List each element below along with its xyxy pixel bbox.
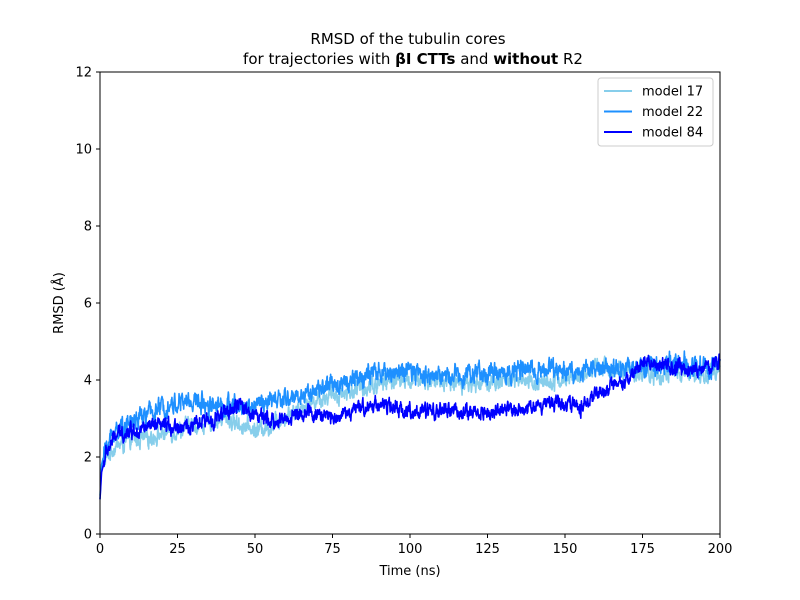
x-tick-label: 175: [630, 542, 655, 557]
series-line-model-22: [99, 350, 721, 496]
x-tick-label: 100: [398, 542, 423, 557]
x-axis-ticks: 0 25 50 75 100 125 150 175 200: [96, 534, 733, 557]
x-tick-label: 125: [475, 542, 500, 557]
legend-label-model-22: model 22: [642, 105, 703, 120]
chart-title-line2: for trajectories with βI CTTs and withou…: [243, 50, 583, 68]
y-tick-label: 4: [84, 374, 92, 389]
x-axis-label: Time (ns): [378, 564, 440, 579]
series-layer: [99, 350, 721, 500]
y-axis-label: RMSD (Å): [51, 272, 67, 334]
x-tick-label: 200: [708, 542, 733, 557]
y-axis-ticks: 0 2 4 6 8 10 12: [75, 66, 100, 543]
legend-label-model-17: model 17: [642, 85, 703, 100]
title-part2: and: [455, 50, 493, 68]
x-tick-label: 75: [324, 542, 341, 557]
y-tick-label: 12: [75, 66, 92, 81]
chart-title-line1: RMSD of the tubulin cores: [310, 30, 505, 48]
y-tick-label: 8: [84, 220, 92, 235]
legend-label-model-84: model 84: [642, 126, 703, 141]
y-tick-label: 2: [84, 451, 92, 466]
legend-box: [597, 77, 714, 147]
x-tick-label: 50: [247, 542, 264, 557]
y-tick-label: 10: [75, 143, 92, 158]
title-part3: R2: [558, 50, 583, 68]
y-tick-label: 6: [84, 297, 92, 312]
title-bold-ctts: βI CTTs: [395, 50, 455, 68]
x-tick-label: 0: [96, 542, 104, 557]
title-bold-without: without: [493, 50, 558, 68]
x-tick-label: 150: [553, 542, 578, 557]
y-tick-label: 0: [84, 528, 92, 543]
x-tick-label: 25: [169, 542, 186, 557]
legend: model 17 model 22 model 84: [597, 77, 714, 147]
title-part1: for trajectories with: [243, 50, 395, 68]
series-line-model-84: [99, 353, 721, 500]
